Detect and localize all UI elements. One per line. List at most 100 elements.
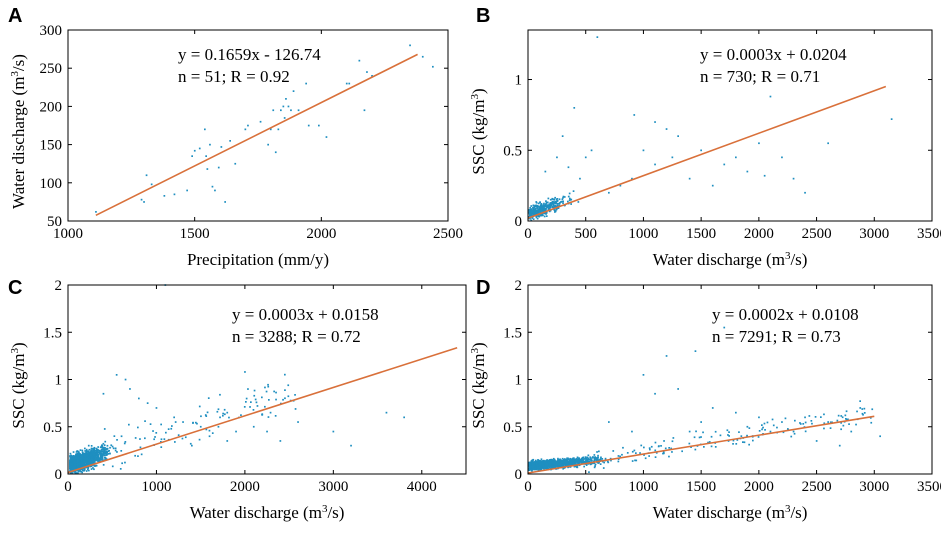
data-point: [69, 465, 71, 467]
data-point: [561, 463, 563, 465]
data-point: [861, 412, 864, 415]
data-point: [665, 128, 668, 130]
data-point: [182, 421, 184, 423]
data-point: [536, 205, 539, 207]
data-point: [540, 203, 543, 205]
data-point: [861, 408, 864, 410]
data-point: [103, 450, 106, 452]
x-tick-label: 2000: [744, 226, 774, 242]
data-point: [612, 450, 615, 452]
data-point: [222, 412, 224, 415]
data-point: [619, 455, 621, 458]
data-point: [557, 461, 560, 463]
data-point: [345, 82, 348, 85]
data-point: [558, 463, 560, 465]
data-point: [269, 128, 272, 131]
y-tick-label: 0: [515, 467, 523, 483]
data-point: [561, 460, 563, 463]
data-point: [102, 392, 105, 395]
data-point: [78, 456, 80, 459]
data-point: [594, 457, 596, 460]
data-point: [76, 467, 78, 470]
data-point: [575, 458, 577, 461]
label-superscript: 3: [469, 348, 481, 354]
data-point: [82, 455, 84, 458]
data-point: [549, 202, 552, 205]
data-point: [792, 430, 795, 433]
data-point: [93, 461, 96, 463]
data-point: [554, 464, 556, 467]
y-tick-label: 1.5: [43, 325, 62, 341]
data-point: [534, 209, 537, 211]
data-point: [75, 451, 78, 453]
data-point: [70, 454, 72, 457]
data-point: [534, 467, 537, 469]
data-point: [723, 326, 726, 329]
data-point: [548, 210, 551, 213]
data-point: [92, 454, 95, 457]
data-point: [84, 457, 87, 459]
data-point: [543, 467, 545, 470]
data-point: [80, 465, 82, 468]
data-point: [95, 464, 98, 467]
data-point: [189, 442, 192, 445]
data-point: [100, 458, 103, 461]
data-point: [540, 458, 543, 461]
data-point: [160, 423, 162, 426]
data-point: [799, 423, 802, 425]
data-point: [544, 465, 547, 467]
label-text: /s): [790, 503, 807, 522]
data-point: [544, 463, 547, 466]
data-point: [631, 430, 633, 433]
data-point: [573, 463, 576, 466]
data-point: [577, 458, 579, 461]
data-point: [552, 460, 555, 462]
data-point: [224, 413, 226, 416]
panel-label: D: [476, 277, 490, 299]
data-point: [593, 458, 596, 461]
data-point: [660, 445, 662, 447]
label-text: Water discharge (m: [9, 77, 28, 209]
data-point: [535, 467, 538, 470]
data-point: [325, 136, 328, 138]
data-point: [535, 216, 538, 219]
data-point: [70, 465, 72, 468]
data-point: [85, 454, 88, 456]
data-point: [648, 447, 651, 449]
data-point: [95, 452, 98, 455]
data-point: [579, 459, 582, 461]
y-tick-label: 0.5: [43, 420, 62, 436]
data-point: [163, 438, 166, 440]
data-point: [559, 459, 562, 462]
data-point: [671, 440, 674, 443]
data-point: [90, 468, 93, 470]
data-point: [105, 453, 108, 456]
data-point: [586, 461, 589, 464]
data-point: [81, 471, 83, 474]
data-point: [98, 451, 100, 454]
data-point: [95, 457, 98, 460]
regression-line: [67, 347, 458, 474]
data-point: [76, 463, 79, 466]
data-point: [252, 409, 255, 411]
data-point: [128, 423, 130, 426]
data-point: [538, 462, 540, 465]
data-point: [279, 440, 282, 442]
data-point: [583, 458, 585, 460]
data-point: [150, 183, 153, 186]
data-point: [93, 468, 95, 471]
data-point: [100, 452, 102, 454]
data-point: [703, 446, 705, 448]
data-point: [94, 465, 97, 467]
data-point: [552, 204, 555, 206]
data-point: [85, 450, 88, 453]
data-point: [297, 421, 299, 423]
data-point: [144, 420, 146, 422]
data-point: [548, 466, 550, 469]
data-point: [71, 467, 73, 470]
data-point: [735, 156, 737, 159]
data-point: [553, 465, 556, 468]
data-point: [165, 431, 167, 434]
data-point: [91, 458, 94, 460]
